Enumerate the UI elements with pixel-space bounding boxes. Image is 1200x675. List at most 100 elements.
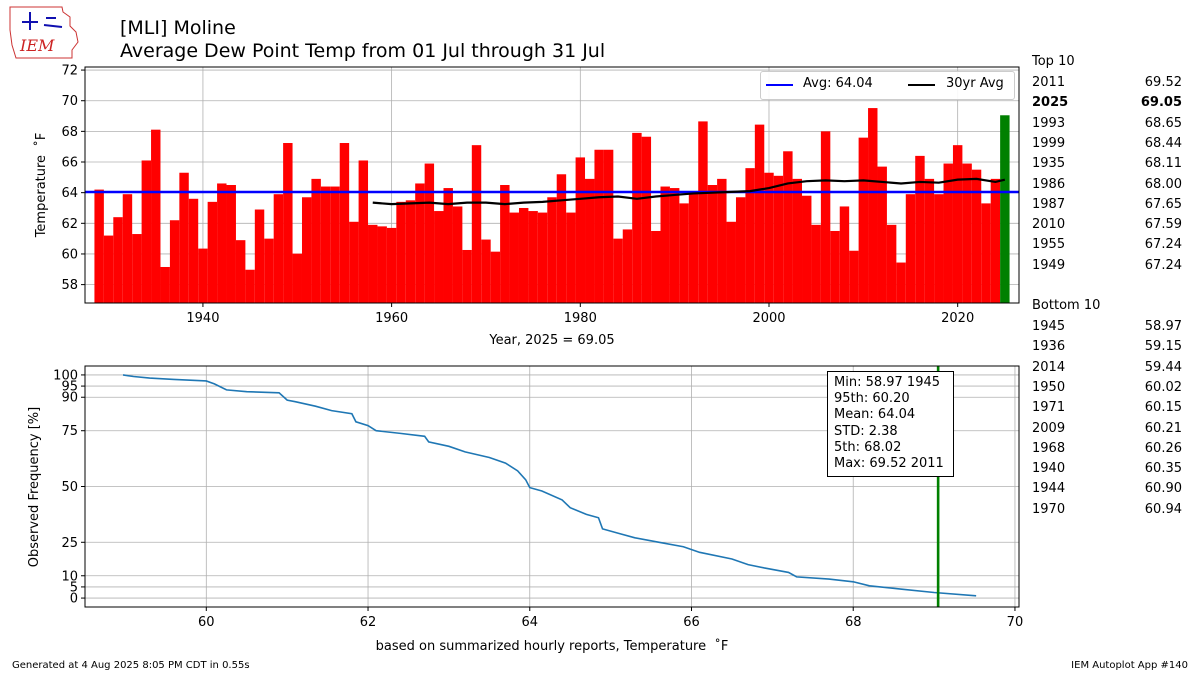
bar-1940: [198, 248, 208, 303]
top10-value: 69.05: [1140, 95, 1182, 111]
legend-avg30-label: 30yr Avg: [946, 76, 1004, 91]
bar-1991: [679, 203, 689, 303]
bar-1936: [160, 266, 170, 303]
bar-2017: [924, 178, 935, 303]
bar-2024: [990, 178, 1001, 303]
y-tick-label: 0: [70, 592, 78, 607]
bar-2019: [943, 163, 953, 303]
x-tick-label: 60: [198, 615, 215, 630]
bar-1932: [122, 194, 133, 303]
top10-row: 1993 68.65: [1032, 116, 1182, 131]
bar-1967: [452, 206, 463, 303]
bottom10-row: 1971 60.15: [1032, 400, 1182, 415]
top10-value: 67.65: [1144, 196, 1182, 212]
bottom10-row: 1936 59.15: [1032, 339, 1182, 354]
y-tick-label: 68: [61, 125, 78, 140]
top10-year: 1949: [1032, 257, 1066, 273]
top10-year: 1986: [1032, 176, 1066, 192]
x-tick-label: 1940: [186, 311, 219, 326]
bar-1994: [707, 185, 718, 303]
chart-title: Average Dew Point Temp from 01 Jul throu…: [120, 40, 606, 62]
bottom10-row: 1950 60.02: [1032, 380, 1182, 395]
bottom10-year: 1945: [1032, 319, 1066, 334]
top10-row: 2010 67.59: [1032, 217, 1182, 232]
bottom10-year: 1968: [1032, 440, 1066, 456]
bar-1984: [613, 238, 623, 303]
x-tick-label: 1960: [375, 311, 408, 326]
top10-value: 68.11: [1144, 156, 1182, 172]
x-tick-label: 70: [1007, 615, 1024, 630]
top10-year: 2010: [1032, 217, 1066, 233]
top10-value: 67.59: [1144, 217, 1182, 233]
yearly-plot-frame: [84, 66, 1020, 304]
bar-1983: [603, 149, 614, 303]
bar-1930: [103, 235, 114, 303]
top10-header: Top 10: [1032, 54, 1075, 69]
bar-2025: [1000, 115, 1010, 303]
weather-station-icon: [22, 12, 63, 30]
y-tick-label: 70: [61, 94, 78, 109]
bar-1976: [537, 212, 548, 303]
top10-year: 2011: [1032, 75, 1066, 90]
bar-1947: [264, 238, 274, 303]
bottom10-year: 1940: [1032, 461, 1066, 477]
bar-1950: [292, 253, 302, 303]
x-tick-label: 62: [360, 615, 377, 630]
bottom10-row: 2014 59.44: [1032, 360, 1182, 375]
bottom10-header: Bottom 10: [1032, 298, 1101, 313]
yearly-legend: Avg: 64.04 30yr Avg: [760, 71, 1015, 100]
bar-1989: [660, 186, 670, 303]
top10-year: 1993: [1032, 115, 1066, 131]
bar-1958: [368, 224, 378, 303]
top10-year: 1955: [1032, 237, 1066, 253]
bottom10-year: 1950: [1032, 379, 1066, 395]
top10-row: 1935 68.11: [1032, 156, 1182, 171]
bar-1933: [132, 234, 142, 303]
bar-1931: [113, 217, 123, 303]
bar-2011: [868, 108, 878, 303]
y-tick-label: 64: [61, 186, 78, 201]
bar-1982: [594, 149, 604, 303]
bar-2015: [905, 194, 916, 303]
avg30-line: [372, 177, 1006, 206]
bar-1972: [500, 185, 510, 303]
top10-year: 1999: [1032, 135, 1066, 151]
bar-1966: [443, 188, 453, 303]
bottom10-year: 1936: [1032, 339, 1066, 355]
bar-1948: [273, 194, 284, 303]
bottom10-row: 1945 58.97: [1032, 319, 1182, 334]
stats-95th: 95th: 60.20: [834, 391, 910, 407]
y-tick-label: 72: [61, 64, 78, 79]
y-tick-label: 5: [70, 580, 78, 595]
legend-avg30-swatch: [908, 84, 935, 86]
bar-1952: [311, 178, 321, 303]
bottom10-row: 1944 60.90: [1032, 481, 1182, 496]
bottom10-year: 1970: [1032, 501, 1066, 517]
top10-value: 67.24: [1144, 257, 1182, 273]
bottom10-row: 1970 60.94: [1032, 502, 1182, 517]
bottom10-value: 60.02: [1144, 379, 1182, 395]
bottom10-value: 58.97: [1144, 319, 1182, 334]
bar-2001: [773, 175, 784, 303]
bar-1962: [405, 200, 416, 303]
bar-1951: [301, 197, 312, 303]
bottom10-year: 2009: [1032, 420, 1066, 436]
y-tick-label: 66: [61, 156, 78, 171]
bottom10-row: 1968 60.26: [1032, 441, 1182, 456]
bar-1961: [396, 201, 406, 303]
bar-1955: [339, 143, 350, 303]
bottom10-value: 60.15: [1144, 400, 1182, 416]
bar-2006: [820, 131, 831, 303]
bar-1963: [415, 183, 425, 303]
bar-1993: [698, 121, 708, 304]
yearly-ylabel: Temperature ˚F: [33, 133, 49, 239]
logo-text: IEM: [19, 36, 55, 55]
bar-1937: [169, 220, 180, 303]
bar-1964: [424, 163, 435, 303]
bar-1971: [490, 251, 501, 303]
bar-2008: [839, 206, 850, 303]
frequency-ylabel: Observed Frequency [%]: [27, 407, 42, 567]
stats-box: Min: 58.97 1945 95th: 60.20 Mean: 64.04 …: [827, 371, 954, 477]
bar-1997: [735, 197, 746, 303]
